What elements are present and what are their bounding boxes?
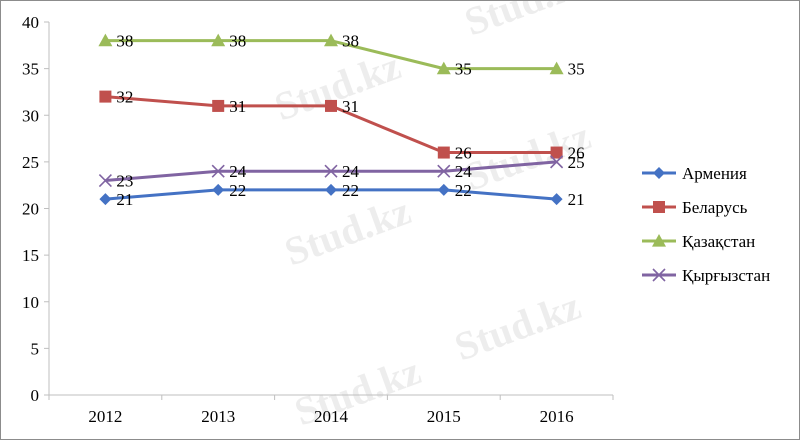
series-2	[99, 90, 563, 159]
watermark-text-5: Stud.kz	[289, 348, 427, 435]
legend-label: Қырғызстан	[682, 266, 770, 285]
data-label: 25	[568, 153, 585, 172]
data-point	[98, 173, 112, 188]
series-4	[98, 155, 564, 188]
data-label: 31	[229, 97, 246, 116]
y-tick-label: 40	[22, 13, 39, 32]
legend-item-3: Қазақстан	[642, 232, 755, 251]
data-point	[99, 193, 112, 206]
data-label: 35	[568, 60, 585, 79]
data-point	[437, 164, 451, 178]
data-point	[325, 99, 337, 112]
legend-item-4: Қырғызстан	[642, 266, 770, 285]
y-tick-label: 10	[22, 293, 39, 312]
series-3	[98, 33, 564, 75]
data-point	[99, 90, 112, 103]
legend-marker	[652, 268, 666, 282]
data-label: 22	[229, 181, 246, 200]
legend-marker	[653, 201, 665, 213]
legend-label: Армения	[682, 164, 747, 183]
legend-item-2: Беларусь	[642, 198, 748, 217]
x-tick-label: 2014	[314, 407, 349, 426]
data-point	[211, 164, 225, 178]
data-label: 21	[568, 190, 585, 209]
y-tick-label: 35	[22, 60, 39, 79]
data-point	[211, 33, 226, 47]
y-tick-label: 0	[31, 386, 40, 405]
legend-label: Қазақстан	[682, 232, 755, 251]
x-tick-label: 2016	[540, 407, 574, 426]
data-label: 22	[342, 181, 359, 200]
data-point	[550, 193, 563, 206]
data-label: 23	[116, 172, 133, 191]
data-point	[437, 146, 450, 159]
x-tick-label: 2012	[88, 407, 122, 426]
data-label: 24	[455, 162, 473, 181]
data-labels-layer: 21 22 22 22 21 32 31 31 26 26 38 38 38 35 35 23 24 24 24 25	[116, 32, 584, 210]
data-label: 38	[342, 32, 359, 51]
y-tick-label: 5	[31, 339, 40, 358]
watermark-text-4: Stud.kz	[449, 283, 587, 370]
data-label: 38	[116, 32, 133, 51]
legend-label: Беларусь	[682, 198, 748, 217]
series-layer	[98, 33, 564, 206]
x-tick-label: 2015	[427, 407, 461, 426]
series-1	[99, 183, 563, 206]
data-point	[437, 183, 450, 196]
data-label: 26	[455, 144, 472, 163]
data-label: 24	[229, 162, 247, 181]
data-point	[325, 183, 337, 196]
watermark-text-2: Stud.kz	[279, 188, 417, 275]
data-label: 32	[116, 88, 133, 107]
data-point	[550, 146, 563, 159]
data-label: 35	[455, 60, 472, 79]
data-point	[550, 155, 564, 169]
data-point	[436, 61, 451, 75]
data-point	[324, 33, 338, 47]
legend-marker	[653, 167, 665, 179]
data-point	[212, 183, 225, 196]
watermark-text-6: Stud.kz	[459, 1, 597, 44]
axes-layer: 0 5 10 15 20 25 30 35 40 2012 2013 2014 2015 2016	[22, 13, 614, 426]
y-tick-label: 15	[22, 246, 39, 265]
data-label: 24	[342, 162, 360, 181]
x-tick-label: 2013	[201, 407, 235, 426]
legend: Армения Беларусь Қазақстан Қырғызстан	[642, 164, 770, 285]
data-point	[549, 61, 564, 75]
y-tick-label: 20	[22, 200, 39, 219]
y-tick-label: 25	[22, 153, 39, 172]
data-point	[98, 33, 113, 47]
data-point	[324, 164, 338, 178]
y-tick-label: 30	[22, 106, 39, 125]
legend-marker	[652, 234, 666, 247]
data-point	[212, 99, 225, 112]
data-label: 21	[116, 190, 133, 209]
data-label: 38	[229, 32, 246, 51]
legend-item-1: Армения	[642, 164, 747, 183]
data-label: 26	[568, 144, 585, 163]
data-label: 31	[342, 97, 359, 116]
data-label: 22	[455, 181, 472, 200]
